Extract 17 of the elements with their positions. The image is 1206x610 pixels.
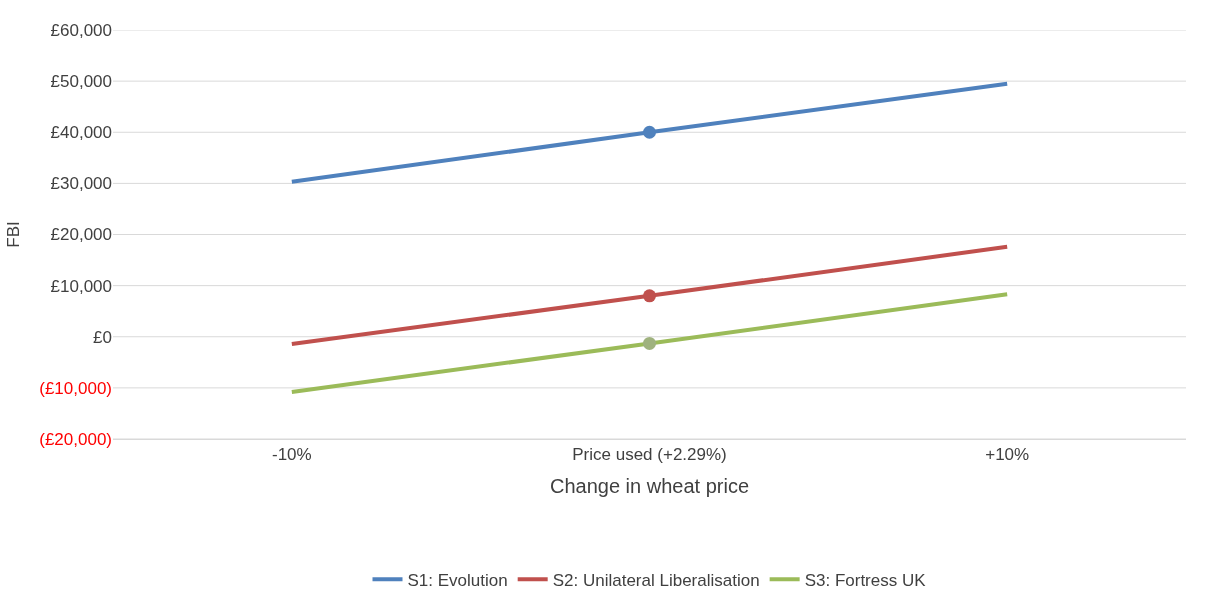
y-axis-title: FBI xyxy=(3,221,23,248)
legend-label: S1: Evolution xyxy=(407,570,508,590)
y-tick-label: £50,000 xyxy=(50,72,112,92)
y-tick-label: (£10,000) xyxy=(39,378,112,398)
y-tick-label: £30,000 xyxy=(50,174,112,194)
legend-label: S3: Fortress UK xyxy=(804,570,927,590)
x-tick-label: Price used (+2.29%) xyxy=(572,445,727,465)
x-axis-title: Change in wheat price xyxy=(549,474,750,497)
y-tick-label: £20,000 xyxy=(50,225,112,245)
y-tick-label: £60,000 xyxy=(50,20,112,40)
x-tick-label: +10% xyxy=(985,445,1030,465)
y-tick-label: £10,000 xyxy=(50,276,112,296)
x-tick-label: -10% xyxy=(271,445,312,465)
y-tick-label: (£20,000) xyxy=(39,429,112,449)
y-tick-label: £40,000 xyxy=(50,123,112,143)
legend-label: S2: Unilateral Liberalisation xyxy=(552,570,760,590)
y-tick-label: £0 xyxy=(93,327,112,347)
